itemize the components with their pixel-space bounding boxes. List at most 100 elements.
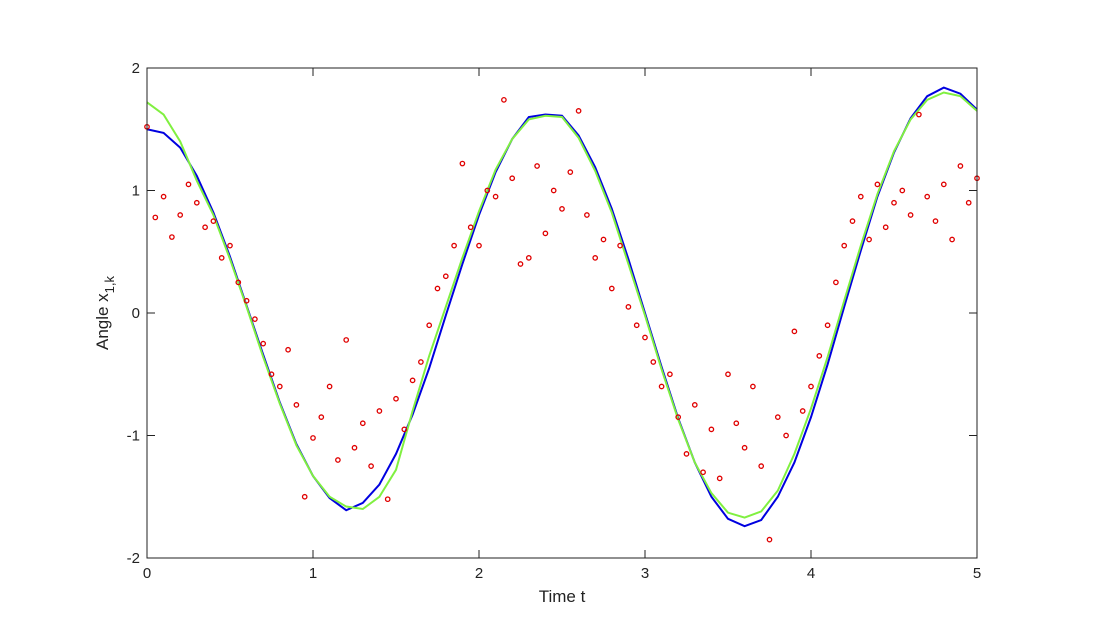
scatter-point bbox=[833, 279, 839, 286]
scatter-point bbox=[243, 297, 250, 304]
scatter-point bbox=[617, 242, 623, 249]
y-tick-label: -1 bbox=[127, 428, 140, 445]
scatter-point bbox=[625, 304, 632, 310]
y-axis-label-main: Angle x bbox=[93, 293, 112, 350]
scatter-point bbox=[691, 402, 698, 408]
scatter-point bbox=[459, 160, 466, 167]
scatter-point bbox=[534, 163, 540, 169]
scatter-point bbox=[932, 218, 939, 224]
scatter-point bbox=[509, 175, 516, 182]
scatter-point bbox=[866, 236, 872, 243]
scatter-point bbox=[940, 181, 947, 188]
scatter-point bbox=[384, 496, 391, 503]
scatter-point bbox=[791, 328, 798, 335]
scatter-point bbox=[285, 346, 291, 353]
scatter-point bbox=[716, 475, 723, 482]
scatter-point bbox=[957, 163, 964, 169]
line-series bbox=[146, 91, 978, 519]
scatter-point bbox=[766, 536, 773, 543]
scatter-point bbox=[202, 224, 208, 231]
scatter-point bbox=[700, 469, 706, 476]
scatter-point bbox=[368, 463, 374, 469]
scatter-point bbox=[210, 218, 217, 224]
scatter-point bbox=[359, 420, 366, 427]
scatter-point bbox=[899, 187, 906, 194]
axes-background bbox=[147, 68, 977, 558]
scatter-point bbox=[426, 322, 433, 329]
scatter-point bbox=[824, 322, 831, 329]
scatter-point bbox=[584, 212, 590, 218]
scatter-point bbox=[260, 340, 267, 347]
scatter-point bbox=[841, 242, 848, 249]
scatter-point bbox=[310, 435, 316, 441]
scatter-point bbox=[276, 383, 283, 390]
scatter-point bbox=[642, 334, 648, 341]
scatter-point bbox=[326, 383, 333, 390]
scatter-point bbox=[492, 193, 499, 200]
scatter-point bbox=[252, 316, 258, 322]
scatter-point bbox=[193, 199, 200, 206]
scatter-point bbox=[351, 444, 358, 451]
scatter-point bbox=[335, 457, 341, 463]
scatter-point bbox=[169, 234, 175, 240]
scatter-point bbox=[758, 463, 765, 469]
scatter-point bbox=[227, 242, 233, 249]
scatter-point bbox=[799, 408, 806, 414]
scatter-point bbox=[409, 377, 416, 384]
scatter-point bbox=[658, 383, 665, 390]
scatter-point bbox=[484, 187, 491, 194]
scatter-point bbox=[924, 193, 931, 200]
scatter-point bbox=[418, 359, 424, 365]
scatter-point bbox=[891, 199, 897, 206]
y-axis-label-subscript: 1,k bbox=[102, 275, 117, 293]
scatter-point bbox=[857, 193, 864, 200]
scatter-point bbox=[218, 255, 225, 261]
scatter-point bbox=[949, 236, 955, 243]
x-tick-label: 2 bbox=[475, 565, 483, 582]
scatter-point bbox=[517, 261, 524, 267]
scatter-point bbox=[592, 255, 599, 261]
scatter-point bbox=[442, 273, 449, 280]
scatter-point bbox=[160, 193, 167, 200]
scatter-point bbox=[575, 108, 582, 114]
scatter-point bbox=[725, 371, 731, 378]
scatter-point bbox=[608, 285, 615, 292]
scatter-point bbox=[808, 383, 814, 390]
scatter-point bbox=[774, 414, 781, 420]
scatter-point bbox=[633, 322, 640, 329]
x-tick-label: 3 bbox=[641, 565, 649, 582]
x-tick-label: 5 bbox=[973, 565, 981, 582]
scatter-point bbox=[376, 408, 383, 414]
scatter-point bbox=[434, 285, 441, 292]
scatter-point bbox=[874, 181, 881, 188]
scatter-point bbox=[152, 214, 159, 221]
scatter-point bbox=[525, 255, 532, 261]
scatter-point bbox=[667, 371, 673, 378]
scatter-point bbox=[750, 383, 756, 390]
y-axis-label: Angle x1,k bbox=[93, 275, 117, 350]
scatter-point bbox=[467, 224, 474, 231]
scatter-point bbox=[650, 359, 657, 365]
scatter-point bbox=[916, 111, 922, 118]
scatter-point bbox=[816, 353, 823, 359]
scatter-point bbox=[741, 444, 748, 451]
scatter-point bbox=[849, 218, 856, 224]
scatter-point bbox=[301, 493, 308, 500]
y-tick-label: 1 bbox=[132, 183, 140, 200]
scatter-point bbox=[268, 371, 275, 378]
y-tick-label: -2 bbox=[127, 550, 140, 567]
scatter-point bbox=[501, 97, 507, 103]
scatter-point bbox=[567, 169, 574, 175]
scatter-point bbox=[550, 187, 557, 194]
scatter-point bbox=[907, 212, 914, 218]
scatter-point bbox=[559, 206, 565, 212]
scatter-point bbox=[401, 426, 408, 433]
x-tick-label: 1 bbox=[309, 565, 317, 582]
scatter-point bbox=[882, 224, 889, 231]
scatter-point bbox=[185, 181, 192, 188]
scatter-point bbox=[542, 230, 549, 237]
scatter-point bbox=[683, 451, 690, 457]
scatter-point bbox=[177, 212, 184, 218]
